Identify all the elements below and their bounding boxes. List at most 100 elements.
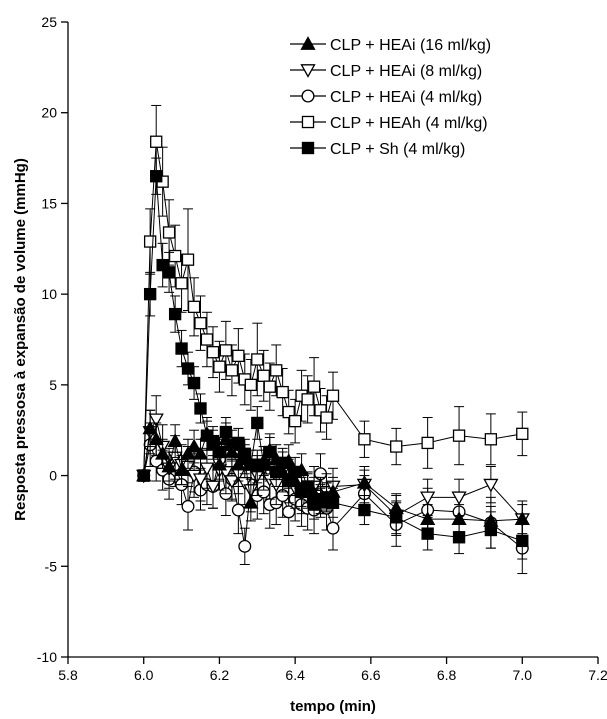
data-point [451, 491, 467, 506]
data-point [156, 258, 169, 272]
data-point [301, 393, 314, 406]
data-point [181, 253, 195, 266]
legend-item-1: CLP + HEAi (8 ml/kg) [290, 63, 482, 80]
x-tick-label: 6.0 [134, 667, 154, 683]
data-point [282, 474, 295, 488]
legend-label: CLP + HEAi (4 ml/kg) [330, 89, 482, 106]
legend-item-2: CLP + HEAi (4 ml/kg) [290, 89, 482, 106]
data-point [175, 342, 188, 355]
legend-item-4: CLP + Sh (4 ml/kg) [290, 141, 465, 158]
data-point [231, 503, 245, 517]
axes: -10 -5 0 5 10 15 20 25 5.8 6.0 6.2 6.4 6.6 6.8 7.0 7.2 [37, 14, 607, 683]
data-point [421, 527, 434, 540]
legend-label: CLP + Sh (4 ml/kg) [330, 141, 465, 158]
data-point [148, 431, 164, 446]
series-3 [137, 104, 529, 482]
data-point [326, 389, 340, 402]
data-point [180, 445, 196, 460]
y-tick-label: 10 [41, 286, 57, 302]
data-point [155, 445, 171, 460]
legend-label: CLP + HEAi (8 ml/kg) [330, 63, 482, 80]
data-point [243, 494, 259, 509]
data-point [200, 333, 214, 346]
data-point [187, 376, 201, 390]
data-point [224, 475, 240, 489]
data-point [356, 474, 373, 489]
data-point [219, 344, 233, 357]
series-4 [137, 157, 529, 560]
data-point [181, 362, 195, 375]
data-point [282, 505, 296, 519]
data-point [162, 226, 176, 239]
x-tick-label: 7.0 [513, 667, 533, 683]
data-point [320, 411, 333, 424]
data-point [420, 491, 436, 506]
data-point [173, 462, 190, 476]
data-point [142, 420, 158, 435]
legend: CLP + HEAi (16 ml/kg) CLP + HEAi (8 ml/kg… [290, 36, 491, 158]
data-point [263, 380, 276, 393]
data-point [199, 462, 215, 477]
data-point [251, 353, 264, 366]
y-tick-label: 0 [49, 468, 57, 484]
y-tick-label: 20 [41, 105, 57, 121]
data-point [167, 433, 183, 447]
data-point [263, 445, 276, 459]
legend-marker [301, 141, 315, 155]
data-point [516, 427, 529, 441]
data-point [192, 445, 209, 460]
data-point [150, 135, 163, 148]
x-tick-label: 7.2 [588, 667, 607, 683]
data-point [484, 523, 498, 537]
data-point [358, 433, 371, 446]
data-point [194, 316, 207, 330]
data-point [137, 469, 150, 482]
data-point [270, 465, 283, 479]
data-point [483, 478, 499, 493]
legend-marker [300, 36, 316, 50]
data-point [143, 287, 157, 301]
legend-item-0: CLP + HEAi (16 ml/kg) [290, 36, 491, 54]
data-point [270, 364, 283, 377]
data-point [206, 434, 220, 448]
data-point [187, 300, 201, 314]
data-point [150, 170, 163, 183]
data-point [257, 369, 270, 382]
x-tick-label: 6.8 [437, 667, 457, 683]
data-point [232, 436, 245, 450]
x-tick-label: 6.6 [361, 667, 381, 683]
data-point [326, 496, 340, 509]
y-tick-label: 25 [41, 14, 57, 30]
y-tick-label: -5 [45, 558, 58, 574]
data-point [421, 436, 434, 450]
data-point [168, 249, 182, 263]
data-point [452, 531, 466, 544]
data-point [390, 440, 403, 453]
data-point [358, 503, 371, 517]
data-point [516, 534, 529, 548]
legend-item-3: CLP + HEAh (4 ml/kg) [290, 115, 488, 132]
data-point [148, 413, 164, 428]
data-point [257, 458, 270, 471]
data-point [484, 433, 498, 446]
data-point [301, 480, 314, 493]
data-point [175, 277, 188, 290]
data-point [307, 380, 321, 393]
legend-label: CLP + HEAi (16 ml/kg) [330, 37, 491, 54]
x-tick-label: 6.4 [285, 667, 305, 683]
legend-marker [300, 64, 316, 78]
data-point [225, 364, 239, 377]
x-tick-label: 6.2 [210, 667, 230, 683]
data-point [162, 266, 176, 279]
plot-area [136, 104, 530, 575]
data-point [213, 360, 226, 373]
data-point [452, 429, 466, 442]
data-point [181, 499, 195, 513]
data-point [282, 405, 295, 419]
data-point [326, 521, 340, 535]
data-point [168, 307, 182, 321]
y-tick-label: 5 [49, 377, 57, 393]
data-point [288, 414, 302, 428]
data-point [192, 473, 209, 488]
